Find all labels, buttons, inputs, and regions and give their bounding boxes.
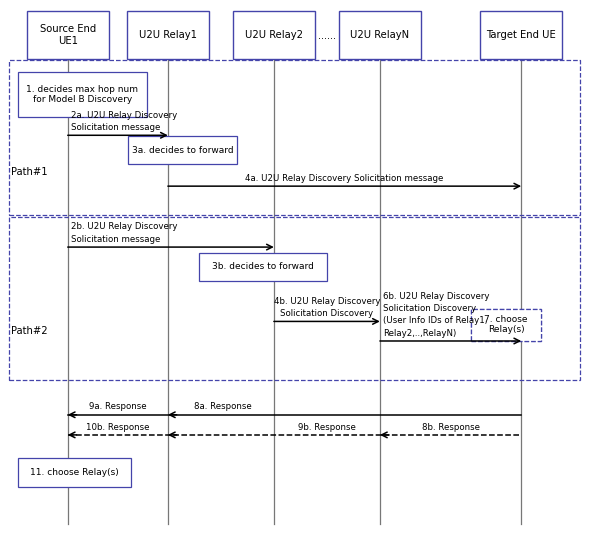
Bar [233,11,315,59]
Text: Source End
UE1: Source End UE1 [39,24,96,46]
Text: 11. choose Relay(s): 11. choose Relay(s) [30,468,118,477]
Text: ......: ...... [318,31,336,41]
Text: 9b. Response: 9b. Response [298,423,356,432]
Text: (User Info IDs of Relay1,: (User Info IDs of Relay1, [383,316,487,325]
Bar [9,60,580,215]
Text: Target End UE: Target End UE [487,30,556,40]
Text: Relay2,..,RelayN): Relay2,..,RelayN) [383,329,456,338]
Text: 2a. U2U Relay Discovery: 2a. U2U Relay Discovery [71,111,177,120]
Text: 8b. Response: 8b. Response [422,423,479,432]
Text: 3a. decides to forward: 3a. decides to forward [132,146,234,155]
Bar [127,11,209,59]
Text: 4a. U2U Relay Discovery Solicitation message: 4a. U2U Relay Discovery Solicitation mes… [246,174,444,183]
Text: U2U RelayN: U2U RelayN [350,30,409,40]
Text: Solicitation message: Solicitation message [71,235,160,244]
Text: U2U Relay1: U2U Relay1 [139,30,197,40]
Text: 4b. U2U Relay Discovery: 4b. U2U Relay Discovery [274,297,380,306]
Text: Path#1: Path#1 [11,167,47,177]
Text: 7. choose
Relay(s): 7. choose Relay(s) [484,315,528,334]
Text: Solicitation Discovery: Solicitation Discovery [383,304,476,313]
Bar [480,11,562,59]
Bar [9,217,580,380]
Bar [471,309,541,341]
Text: Path#2: Path#2 [11,326,47,336]
Text: 10b. Response: 10b. Response [86,423,150,432]
Text: 1. decides max hop num
for Model B Discovery: 1. decides max hop num for Model B Disco… [27,85,138,104]
Text: 6b. U2U Relay Discovery: 6b. U2U Relay Discovery [383,292,489,301]
Text: 3b. decides to forward: 3b. decides to forward [213,262,314,271]
Text: U2U Relay2: U2U Relay2 [245,30,303,40]
Bar [27,11,109,59]
Bar [199,253,327,281]
Bar [339,11,421,59]
Bar [18,72,147,117]
Text: 9a. Response: 9a. Response [89,402,147,411]
Text: 2b. U2U Relay Discovery: 2b. U2U Relay Discovery [71,222,177,231]
Text: Solicitation Discovery: Solicitation Discovery [280,309,373,318]
Text: Solicitation message: Solicitation message [71,123,160,132]
Text: 8a. Response: 8a. Response [194,402,252,411]
Bar [18,458,131,487]
Bar [128,136,237,164]
Bar [471,309,541,341]
